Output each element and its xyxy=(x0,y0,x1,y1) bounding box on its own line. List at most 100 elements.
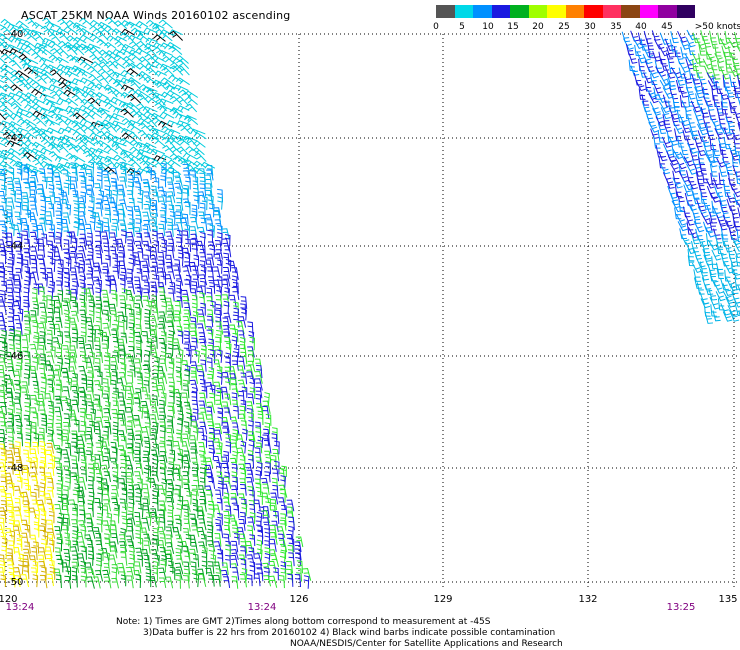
wind-barb xyxy=(32,380,40,393)
wind-barb xyxy=(675,51,685,65)
wind-barb xyxy=(127,245,134,258)
wind-barb xyxy=(182,385,190,399)
wind-barb xyxy=(153,364,159,378)
wind-barb xyxy=(231,275,238,288)
wind-barb xyxy=(127,356,136,370)
wind-barb xyxy=(206,401,216,414)
wind-barb xyxy=(228,366,237,380)
wind-barb xyxy=(268,575,278,588)
wind-barb xyxy=(229,294,237,308)
wind-barb xyxy=(197,323,205,335)
wind-barb xyxy=(134,227,142,239)
wind-barb xyxy=(231,286,240,300)
wind-barb xyxy=(15,20,30,29)
wind-barb xyxy=(0,401,8,414)
wind-barb xyxy=(109,546,118,559)
wind-barb xyxy=(103,145,119,154)
wind-barb xyxy=(697,72,707,85)
wind-barb xyxy=(55,162,71,170)
wind-barb xyxy=(56,97,71,105)
wind-barb xyxy=(280,567,287,581)
wind-barb xyxy=(25,111,40,120)
wind-barb xyxy=(287,544,294,559)
wind-barb xyxy=(56,143,69,153)
wind-barb xyxy=(127,79,141,90)
wind-barb xyxy=(200,348,207,363)
wind-barb xyxy=(15,364,22,378)
wind-barb xyxy=(103,562,111,575)
wind-barb xyxy=(728,122,735,134)
wind-barb xyxy=(160,350,167,364)
wind-barb xyxy=(0,120,13,127)
wind-barb xyxy=(695,38,707,50)
wind-barb xyxy=(143,467,150,482)
wind-barb xyxy=(146,166,153,181)
wind-barb xyxy=(64,97,79,107)
wind-barb xyxy=(134,457,142,468)
wind-barb xyxy=(65,539,71,552)
wind-barb xyxy=(38,547,47,560)
wind-barb xyxy=(0,249,7,265)
wind-barb xyxy=(31,499,40,512)
wind-barb xyxy=(78,211,87,224)
wind-barb xyxy=(0,372,6,386)
wind-barb xyxy=(6,140,23,148)
wind-barb xyxy=(182,230,189,244)
wind-barb xyxy=(81,546,87,560)
wind-barb xyxy=(129,167,135,181)
wind-barb xyxy=(58,258,64,273)
wind-barb xyxy=(161,554,167,567)
wind-barb xyxy=(640,38,648,51)
wind-barb xyxy=(157,251,165,266)
wind-barb xyxy=(702,115,711,128)
wind-barb xyxy=(701,241,710,254)
wind-barb xyxy=(60,198,69,210)
wind-barb xyxy=(78,496,85,510)
wind-barb xyxy=(0,122,6,126)
wind-barb xyxy=(0,567,5,581)
wind-barb xyxy=(126,123,142,132)
wind-barb xyxy=(246,469,254,482)
wind-barb xyxy=(0,154,14,162)
wind-barb xyxy=(144,422,151,435)
wind-barb xyxy=(174,182,183,195)
wind-barb xyxy=(95,442,103,456)
wind-barb xyxy=(22,259,29,273)
wind-barb xyxy=(23,166,38,175)
latitude-label: -44 xyxy=(7,241,23,252)
wind-barb xyxy=(96,476,103,490)
wind-barb xyxy=(0,104,13,113)
wind-barb xyxy=(120,302,127,316)
wind-barb xyxy=(55,117,69,126)
wind-barb xyxy=(137,477,143,491)
wind-barb xyxy=(165,549,174,561)
wind-barb xyxy=(55,56,69,64)
wind-barb xyxy=(216,471,223,485)
wind-barb xyxy=(103,176,112,188)
wind-barb xyxy=(87,503,94,518)
wind-barb xyxy=(190,316,197,329)
wind-barb xyxy=(1,75,15,85)
wind-barb xyxy=(63,26,79,35)
wind-barb xyxy=(100,441,110,455)
wind-barb xyxy=(175,204,184,219)
wind-barb xyxy=(93,262,102,274)
wind-barb xyxy=(95,30,109,41)
wind-barb xyxy=(40,63,54,71)
wind-barb xyxy=(175,357,182,371)
wind-barb xyxy=(30,170,39,183)
wind-barb xyxy=(86,426,93,440)
wind-barb xyxy=(16,232,23,246)
wind-barb xyxy=(232,527,239,540)
wind-barb xyxy=(144,562,151,575)
wind-barb xyxy=(212,455,221,469)
wind-barb xyxy=(161,67,175,77)
wind-barb xyxy=(270,554,280,567)
wind-barb xyxy=(231,567,240,581)
wind-barb xyxy=(56,31,70,42)
wind-barb xyxy=(142,483,150,498)
wind-barb xyxy=(707,239,719,251)
wind-barb xyxy=(110,364,118,379)
wind-barb xyxy=(25,434,32,448)
wind-barb xyxy=(0,476,8,490)
